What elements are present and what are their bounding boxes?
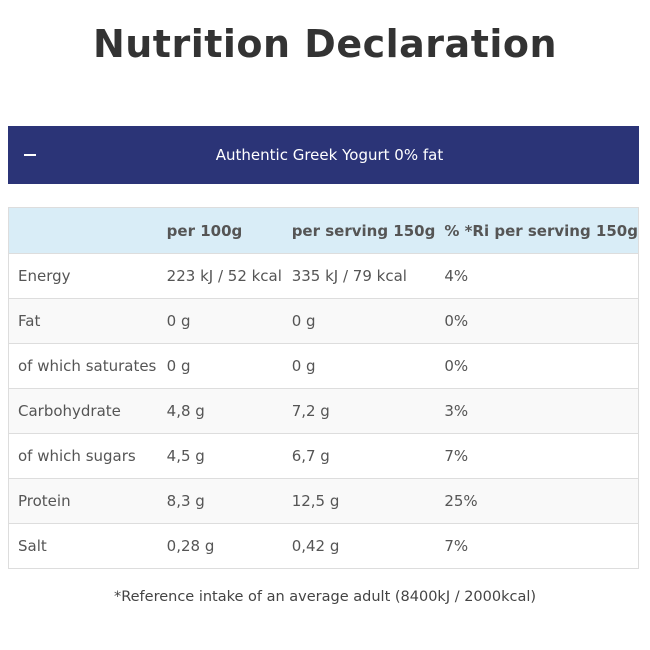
- page-title: Nutrition Declaration: [92, 22, 558, 66]
- per-serving-value: 12,5 g: [282, 478, 436, 524]
- per-100g-value: 223 kJ / 52 kcal: [157, 253, 283, 299]
- per-serving-value: 7,2 g: [282, 388, 436, 434]
- ri-percent-value: 7%: [435, 523, 640, 569]
- nutrient-name: Carbohydrate: [7, 388, 158, 434]
- column-header-per-serving: per serving 150g: [282, 207, 436, 254]
- per-serving-value: 0 g: [282, 298, 436, 344]
- nutrient-name: Protein: [7, 478, 158, 524]
- column-header-ri-per-serving: % *Ri per serving 150g: [435, 207, 640, 254]
- per-serving-value: 6,7 g: [282, 433, 436, 479]
- table-row: of which saturates 0 g 0 g 0%: [7, 343, 640, 389]
- per-100g-value: 0 g: [157, 298, 283, 344]
- table-row: of which sugars 4,5 g 6,7 g 7%: [7, 433, 640, 479]
- table-row: Fat 0 g 0 g 0%: [7, 298, 640, 344]
- nutrient-name: of which saturates: [7, 343, 158, 389]
- nutrient-name: Energy: [7, 253, 158, 299]
- column-header-per-100g: per 100g: [157, 207, 283, 254]
- per-100g-value: 4,8 g: [157, 388, 283, 434]
- table-header-row: per 100g per serving 150g % *Ri per serv…: [7, 207, 640, 254]
- nutrition-table: per 100g per serving 150g % *Ri per serv…: [7, 207, 640, 569]
- accordion-title: Authentic Greek Yogurt 0% fat: [215, 146, 444, 164]
- per-100g-value: 8,3 g: [157, 478, 283, 524]
- ri-percent-value: 0%: [435, 343, 640, 389]
- table-row: Energy 223 kJ / 52 kcal 335 kJ / 79 kcal…: [7, 253, 640, 299]
- per-serving-value: 0 g: [282, 343, 436, 389]
- ri-percent-value: 0%: [435, 298, 640, 344]
- per-serving-value: 335 kJ / 79 kcal: [282, 253, 436, 299]
- nutrient-name: Fat: [7, 298, 158, 344]
- table-row: Protein 8,3 g 12,5 g 25%: [7, 478, 640, 524]
- ri-percent-value: 4%: [435, 253, 640, 299]
- per-100g-value: 4,5 g: [157, 433, 283, 479]
- nutrient-name: of which sugars: [7, 433, 158, 479]
- accordion-header[interactable]: Authentic Greek Yogurt 0% fat: [8, 126, 639, 184]
- per-serving-value: 0,42 g: [282, 523, 436, 569]
- per-100g-value: 0 g: [157, 343, 283, 389]
- ri-percent-value: 7%: [435, 433, 640, 479]
- minus-icon[interactable]: [24, 154, 36, 156]
- column-header-nutrient: [7, 207, 158, 254]
- footnote: *Reference intake of an average adult (8…: [113, 589, 537, 605]
- table-row: Carbohydrate 4,8 g 7,2 g 3%: [7, 388, 640, 434]
- ri-percent-value: 25%: [435, 478, 640, 524]
- table-row: Salt 0,28 g 0,42 g 7%: [7, 523, 640, 569]
- ri-percent-value: 3%: [435, 388, 640, 434]
- per-100g-value: 0,28 g: [157, 523, 283, 569]
- nutrient-name: Salt: [7, 523, 158, 569]
